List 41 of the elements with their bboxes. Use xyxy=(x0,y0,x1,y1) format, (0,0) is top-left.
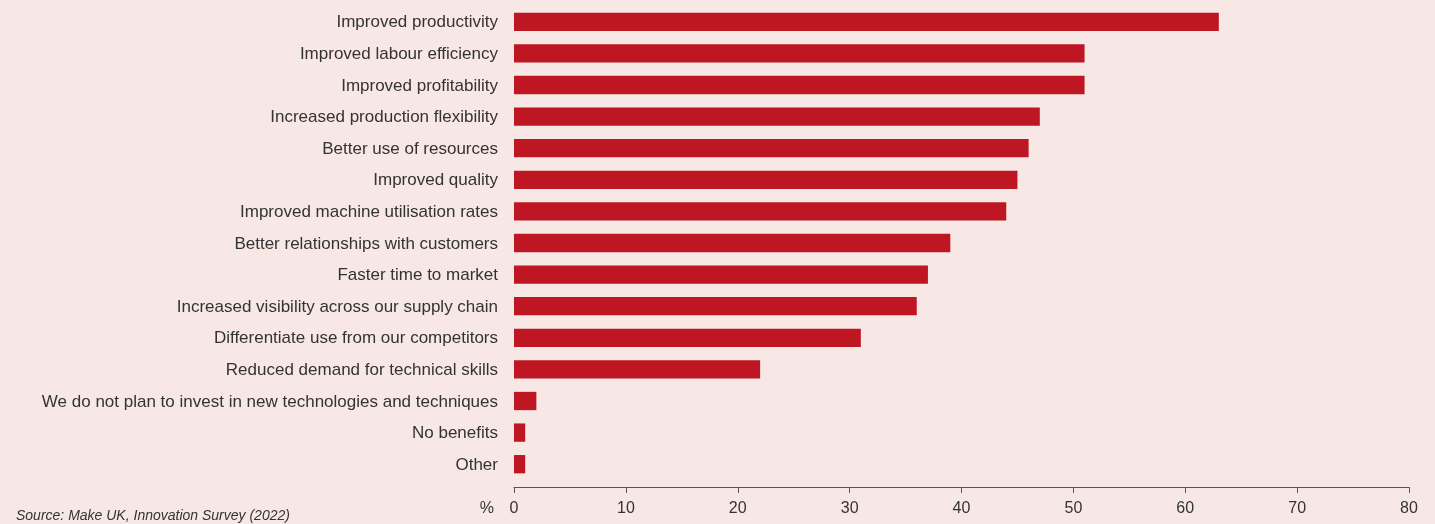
bar xyxy=(514,423,526,442)
x-tick-label: 30 xyxy=(840,498,859,516)
y-tick-label: Better use of resources xyxy=(322,138,498,158)
x-tick-label: 40 xyxy=(952,498,971,516)
x-tick-label: 80 xyxy=(1400,498,1418,516)
x-tick-label: 50 xyxy=(1064,498,1083,516)
y-tick-label: Reduced demand for technical skills xyxy=(225,359,498,379)
bar xyxy=(514,328,861,347)
bar xyxy=(514,265,928,284)
bar xyxy=(514,75,1085,95)
bar xyxy=(514,455,526,474)
y-tick-label: Improved machine utilisation rates xyxy=(240,201,498,221)
bar xyxy=(514,360,761,379)
x-axis-title: % xyxy=(479,498,494,516)
x-tick-label: 0 xyxy=(509,498,519,516)
source-note: Source: Make UK, Innovation Survey (2022) xyxy=(16,507,290,523)
bar xyxy=(514,44,1085,63)
bar xyxy=(514,12,1219,31)
bar xyxy=(514,391,537,411)
y-tick-label: Differentiate use from our competitors xyxy=(213,328,498,348)
y-tick-label: Improved productivity xyxy=(336,12,499,32)
y-tick-label: We do not plan to invest in new technologies and techniques xyxy=(41,391,498,411)
y-tick-label: Improved labour efficiency xyxy=(299,43,499,63)
y-tick-label: Improved quality xyxy=(373,170,499,190)
y-tick-label: Better relationships with customers xyxy=(234,233,498,253)
y-tick-label: Increased production flexibility xyxy=(270,107,499,127)
y-tick-label: Other xyxy=(455,454,499,474)
y-tick-label: Improved profitability xyxy=(341,75,499,95)
y-tick-label: Increased visibility across our supply chain xyxy=(176,296,498,316)
bar xyxy=(514,202,1007,221)
bar xyxy=(514,107,1040,126)
y-tick-label: No benefits xyxy=(412,423,498,443)
bar xyxy=(514,297,917,316)
bar xyxy=(514,170,1018,189)
x-tick-label: 10 xyxy=(616,498,635,516)
y-tick-label: Faster time to market xyxy=(337,265,499,285)
x-tick-label: 20 xyxy=(728,498,747,516)
bar xyxy=(514,233,951,253)
x-tick-label: 60 xyxy=(1176,498,1195,516)
x-tick-label: 70 xyxy=(1288,498,1307,516)
bar xyxy=(514,139,1029,158)
